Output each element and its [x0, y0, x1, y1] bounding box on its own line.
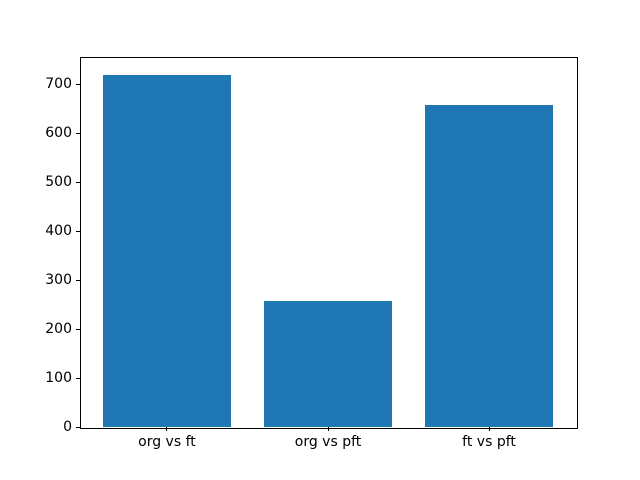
y-tick-mark: [76, 377, 80, 379]
y-tick-mark: [76, 132, 80, 134]
y-tick-mark: [76, 328, 80, 330]
bar-ft-vs-pft: [424, 105, 554, 428]
x-tick-mark: [166, 427, 168, 432]
x-tick-label: org vs ft: [138, 433, 196, 450]
y-tick-mark: [76, 426, 80, 428]
x-tick-label: org vs pft: [294, 433, 362, 450]
y-tick-label: 100: [45, 370, 72, 387]
y-tick-label: 0: [63, 419, 72, 436]
bar-org-vs-pft: [263, 301, 393, 428]
y-tick-mark: [76, 230, 80, 232]
x-tick-mark: [488, 427, 490, 432]
y-tick-label: 400: [45, 223, 72, 240]
bar-org-vs-ft: [102, 75, 232, 428]
y-tick-label: 300: [45, 272, 72, 289]
y-tick-label: 600: [45, 125, 72, 142]
y-tick-label: 200: [45, 321, 72, 338]
plot-area: 0 100 200 300 400 500 600 700 org vs ft org vs p…: [45, 57, 578, 450]
y-tick-mark: [76, 181, 80, 183]
y-tick-label: 700: [45, 76, 72, 93]
y-tick-mark: [76, 83, 80, 85]
x-tick-label: ft vs pft: [462, 433, 516, 450]
y-tick-mark: [76, 279, 80, 281]
y-tick-label: 500: [45, 174, 72, 191]
x-tick-mark: [327, 427, 329, 432]
